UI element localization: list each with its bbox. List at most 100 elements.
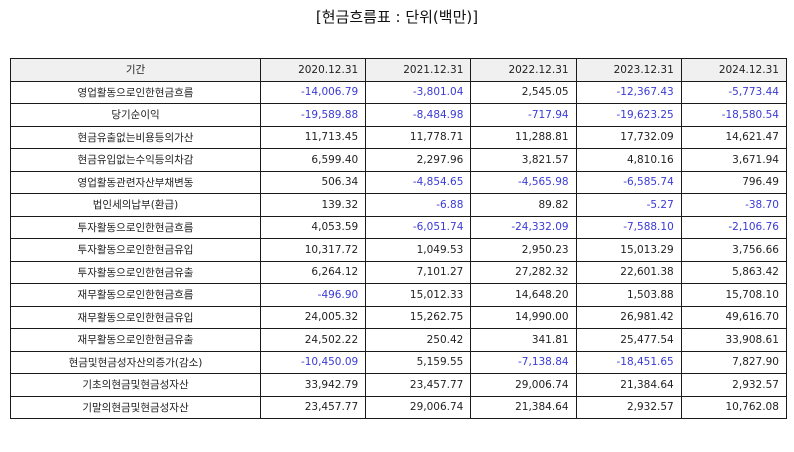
value-cell: 23,457.77 — [259, 395, 367, 419]
row-label: 기초의현금및현금성자산 — [10, 373, 261, 397]
value-cell: -19,589.88 — [259, 103, 367, 127]
row-label: 현금및현금성자산의증가(감소) — [10, 350, 261, 374]
value-cell: 796.49 — [680, 170, 787, 194]
value-cell: 24,005.32 — [259, 305, 367, 329]
value-cell: 25,477.54 — [575, 328, 682, 352]
value-cell: 26,981.42 — [575, 305, 682, 329]
value-cell: -18,580.54 — [680, 103, 787, 127]
row-label: 재무활동으로인한현금유출 — [10, 328, 261, 352]
value-cell: 6,264.12 — [259, 260, 367, 284]
row-label: 투자활동으로인한현금유입 — [10, 238, 261, 262]
value-cell: 21,384.64 — [470, 395, 577, 419]
table-row: 투자활동으로인한현금흐름 4,053.59 -6,051.74 -24,332.09-… — [10, 215, 787, 239]
row-label: 투자활동으로인한현금유출 — [10, 260, 261, 284]
table-header-row: 기간 2020.12.31 2021.12.31 2022.12.31 2023… — [10, 58, 787, 82]
table-row: 영업활동관련자산부채변동 506.34 -4,854.65 -4,565.98 -6,5… — [10, 170, 787, 194]
table-row: 현금유출없는비용등의가산 11,713.45 11,778.71 11,288.81 1… — [10, 125, 787, 149]
value-cell: -6,585.74 — [575, 170, 682, 194]
row-label: 현금유입없는수익등의차감 — [10, 148, 261, 172]
value-cell: 3,821.57 — [470, 148, 577, 172]
value-cell: -5,773.44 — [680, 80, 787, 104]
value-cell: 2,950.23 — [470, 238, 577, 262]
value-cell: -4,854.65 — [365, 170, 472, 194]
value-cell: 4,810.16 — [575, 148, 682, 172]
value-cell: 3,756.66 — [680, 238, 787, 262]
row-label: 현금유출없는비용등의가산 — [10, 125, 261, 149]
value-cell: 3,671.94 — [680, 148, 787, 172]
value-cell: -6.88 — [365, 193, 472, 217]
value-cell: 5,863.42 — [680, 260, 787, 284]
value-cell: 6,599.40 — [259, 148, 367, 172]
value-cell: 14,990.00 — [470, 305, 577, 329]
value-cell: -4,565.98 — [470, 170, 577, 194]
value-cell: -10,450.09 — [259, 350, 367, 374]
table-row: 당기순이익 -19,589.88 -8,484.98 -717.94 -19,623.2… — [10, 103, 787, 127]
row-label: 영업활동관련자산부채변동 — [10, 170, 261, 194]
table-row: 투자활동으로인한현금유입 10,317.72 1,049.53 2,950.23 15,… — [10, 238, 787, 262]
report-title: [현금흐름표 : 단위(백만)] — [315, 8, 479, 26]
value-cell: 341.81 — [470, 328, 577, 352]
value-cell: 11,713.45 — [259, 125, 367, 149]
value-cell: -12,367.43 — [575, 80, 682, 104]
header-period: 기간 — [10, 58, 261, 82]
header-year: 2024.12.31 — [680, 58, 787, 82]
value-cell: 15,262.75 — [365, 305, 472, 329]
row-label: 재무활동으로인한현금흐름 — [10, 283, 261, 307]
value-cell: 29,006.74 — [470, 373, 577, 397]
header-year: 2020.12.31 — [259, 58, 367, 82]
value-cell: -717.94 — [470, 103, 577, 127]
value-cell: 1,049.53 — [365, 238, 472, 262]
value-cell: -7,588.10 — [575, 215, 682, 239]
value-cell: 23,457.77 — [365, 373, 472, 397]
row-label: 기말의현금및현금성자산 — [10, 395, 261, 419]
value-cell: -8,484.98 — [365, 103, 472, 127]
value-cell: -7,138.84 — [470, 350, 577, 374]
value-cell: 33,908.61 — [680, 328, 787, 352]
value-cell: -18,451.65 — [575, 350, 682, 374]
header-year: 2022.12.31 — [470, 58, 577, 82]
value-cell: -496.90 — [259, 283, 367, 307]
value-cell: 7,827.90 — [680, 350, 787, 374]
value-cell: 21,384.64 — [575, 373, 682, 397]
value-cell: 5,159.55 — [365, 350, 472, 374]
row-label: 당기순이익 — [10, 103, 261, 127]
value-cell: 2,932.57 — [680, 373, 787, 397]
value-cell: -24,332.09 — [470, 215, 577, 239]
table-row: 기말의현금및현금성자산 23,457.77 29,006.74 21,384.64 2,… — [10, 395, 787, 419]
value-cell: 29,006.74 — [365, 395, 472, 419]
cash-flow-table: 기간 2020.12.31 2021.12.31 2022.12.31 2023… — [10, 58, 787, 419]
table-row: 재무활동으로인한현금유출 24,502.22 250.42 341.81 25,477.… — [10, 328, 787, 352]
value-cell: 49,616.70 — [680, 305, 787, 329]
table-row: 기초의현금및현금성자산 33,942.79 23,457.77 29,006.74 21… — [10, 373, 787, 397]
value-cell: 27,282.32 — [470, 260, 577, 284]
value-cell: 10,762.08 — [680, 395, 787, 419]
table-row: 영업활동으로인한현금흐름 -14,006.79 -3,801.04 2,545.05-… — [10, 80, 787, 104]
table-row: 현금및현금성자산의증가(감소) -10,450.09 5,159.55 -7,138.… — [10, 350, 787, 374]
value-cell: 4,053.59 — [259, 215, 367, 239]
table-row: 재무활동으로인한현금흐름 -496.90 15,012.33 14,648.20 1,5… — [10, 283, 787, 307]
table-row: 법인세의납부(환급) 139.32 -6.88 89.82 -5.27 -38.70 — [10, 193, 787, 217]
value-cell: 2,545.05 — [470, 80, 577, 104]
value-cell: 14,648.20 — [470, 283, 577, 307]
value-cell: 17,732.09 — [575, 125, 682, 149]
value-cell: -19,623.25 — [575, 103, 682, 127]
header-year: 2023.12.31 — [575, 58, 682, 82]
table-row: 현금유입없는수익등의차감 6,599.40 2,297.96 3,821.57 4,81… — [10, 148, 787, 172]
value-cell: 139.32 — [259, 193, 367, 217]
value-cell: 7,101.27 — [365, 260, 472, 284]
value-cell: 506.34 — [259, 170, 367, 194]
table-row: 투자활동으로인한현금유출 6,264.12 7,101.27 27,282.32 22,… — [10, 260, 787, 284]
value-cell: 10,317.72 — [259, 238, 367, 262]
value-cell: 89.82 — [470, 193, 577, 217]
value-cell: -2,106.76 — [680, 215, 787, 239]
value-cell: 15,012.33 — [365, 283, 472, 307]
value-cell: 15,708.10 — [680, 283, 787, 307]
row-label: 재무활동으로인한현금유입 — [10, 305, 261, 329]
value-cell: -6,051.74 — [365, 215, 472, 239]
value-cell: 14,621.47 — [680, 125, 787, 149]
value-cell: 11,288.81 — [470, 125, 577, 149]
value-cell: -38.70 — [680, 193, 787, 217]
value-cell: 2,932.57 — [575, 395, 682, 419]
value-cell: 22,601.38 — [575, 260, 682, 284]
value-cell: 1,503.88 — [575, 283, 682, 307]
